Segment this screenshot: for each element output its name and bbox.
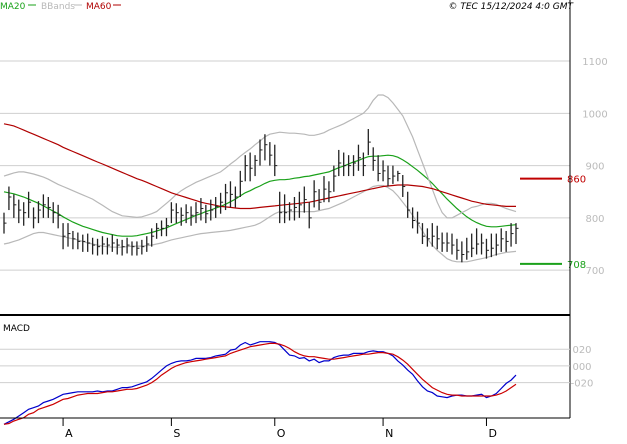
- macd-tick-label: -020: [571, 379, 594, 390]
- series-macd: [3, 341, 517, 425]
- macd-tick-label: 000: [572, 362, 591, 373]
- price-grid: [0, 60, 570, 271]
- x-tick-label: D: [488, 427, 496, 440]
- price-tick-label: 700: [585, 266, 604, 277]
- price-tick-label: 900: [585, 162, 604, 173]
- x-tick-label: O: [277, 427, 286, 440]
- copyright-text: © TEC 15/12/2024 4:0 GMT: [448, 2, 574, 12]
- macd-panel: -020 000 020 MACD: [0, 324, 594, 425]
- macd-series: [3, 341, 517, 425]
- x-tick-label: N: [385, 427, 393, 440]
- macd-tick-label: 020: [572, 345, 591, 356]
- series-signal: [3, 342, 517, 425]
- legend-ma60-label: MA60: [86, 2, 112, 12]
- reference-level-label: 708: [567, 260, 586, 271]
- macd-grid: [0, 348, 570, 384]
- x-tick-label: S: [173, 427, 180, 440]
- legend-ma20-label: MA20: [0, 2, 26, 12]
- x-tick-label: A: [65, 427, 73, 440]
- price-panel: 700 800 900 1000 1100 860 708: [0, 57, 608, 277]
- reference-level-label: 860: [567, 175, 586, 186]
- price-axis-labels: 700 800 900 1000 1100: [582, 57, 607, 277]
- series-ma60: [3, 123, 516, 210]
- macd-axis-labels: -020 000 020: [571, 345, 594, 389]
- legend: MA20 BBands MA60: [0, 2, 121, 12]
- price-tick-label: 1100: [582, 57, 607, 68]
- legend-bbands-label: BBands: [41, 2, 75, 12]
- price-bars: [3, 129, 519, 263]
- macd-title: MACD: [3, 324, 30, 334]
- series-ma20: [3, 154, 517, 237]
- price-tick-label: 1000: [582, 109, 607, 120]
- reference-levels: 860 708: [520, 175, 586, 271]
- price-tick-label: 800: [585, 214, 604, 225]
